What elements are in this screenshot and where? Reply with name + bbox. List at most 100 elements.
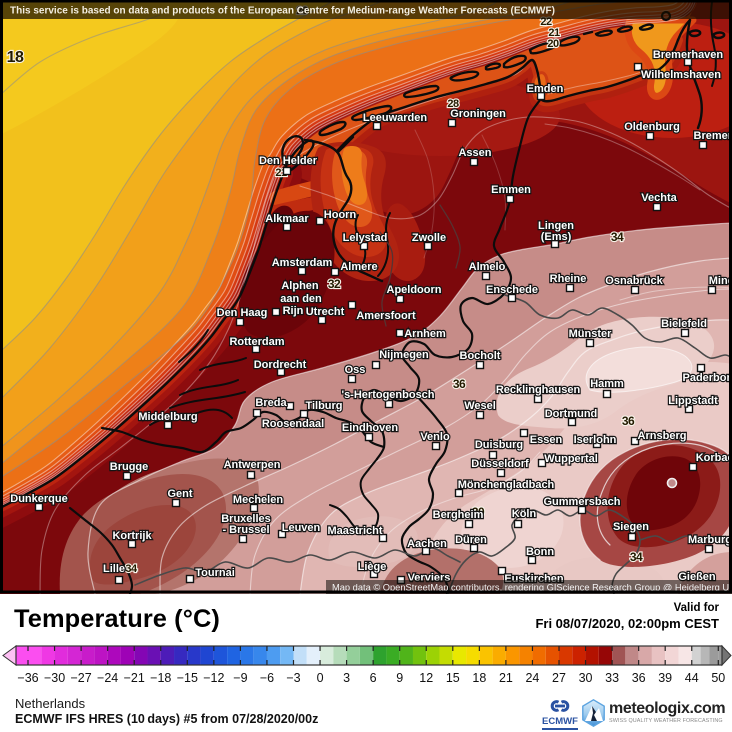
svg-text:−6: −6 xyxy=(260,671,274,685)
svg-text:Marburg: Marburg xyxy=(688,534,732,546)
svg-text:Arnhem: Arnhem xyxy=(404,328,446,340)
svg-text:Paderborn: Paderborn xyxy=(682,372,732,384)
svg-text:Eindhoven: Eindhoven xyxy=(342,422,399,434)
svg-text:−21: −21 xyxy=(124,671,145,685)
svg-text:28: 28 xyxy=(447,98,459,110)
svg-text:Dordrecht: Dordrecht xyxy=(254,359,307,371)
svg-text:Mönchengladbach: Mönchengladbach xyxy=(458,479,555,491)
svg-text:Bremerhaven: Bremerhaven xyxy=(653,49,724,61)
svg-text:Arnsberg: Arnsberg xyxy=(638,430,687,442)
svg-text:Korbach: Korbach xyxy=(696,452,732,464)
svg-text:Den Haag: Den Haag xyxy=(217,307,268,319)
svg-text:Middelburg: Middelburg xyxy=(138,411,197,423)
svg-text:Enschede: Enschede xyxy=(486,284,538,296)
svg-text:(Ems): (Ems) xyxy=(541,231,572,243)
svg-text:Apeldoorn: Apeldoorn xyxy=(387,284,442,296)
svg-text:Utrecht: Utrecht xyxy=(306,306,345,318)
svg-text:34: 34 xyxy=(630,550,643,564)
svg-text:Lelystad: Lelystad xyxy=(343,232,388,244)
svg-text:27: 27 xyxy=(552,671,566,685)
svg-text:24: 24 xyxy=(525,671,539,685)
svg-text:Liège: Liège xyxy=(358,561,387,573)
svg-text:36: 36 xyxy=(453,377,466,391)
svg-text:- Brussel: - Brussel xyxy=(222,524,269,536)
svg-text:Map data © OpenStreetMap contr: Map data © OpenStreetMap contributors, r… xyxy=(332,583,732,593)
svg-text:Amersfoort: Amersfoort xyxy=(356,310,416,322)
svg-text:9: 9 xyxy=(396,671,403,685)
svg-text:'s-Hertogenbosch: 's-Hertogenbosch xyxy=(341,389,434,401)
svg-text:Oss: Oss xyxy=(345,364,366,376)
svg-text:Bruxelles: Bruxelles xyxy=(221,513,271,525)
svg-text:Emden: Emden xyxy=(527,83,564,95)
svg-text:Rotterdam: Rotterdam xyxy=(229,336,284,348)
svg-text:Köln: Köln xyxy=(512,508,537,520)
svg-text:Breda: Breda xyxy=(255,397,287,409)
svg-text:Essen: Essen xyxy=(530,434,563,446)
svg-text:Minden: Minden xyxy=(709,275,732,287)
svg-text:6: 6 xyxy=(370,671,377,685)
svg-text:Tournai: Tournai xyxy=(195,567,235,579)
svg-text:Iserlohn: Iserlohn xyxy=(574,434,617,446)
svg-text:Osnabrück: Osnabrück xyxy=(605,275,663,287)
svg-text:0: 0 xyxy=(317,671,324,685)
svg-text:36: 36 xyxy=(622,414,635,428)
svg-text:Dortmund: Dortmund xyxy=(545,408,598,420)
svg-text:−3: −3 xyxy=(286,671,300,685)
svg-text:Roosendaal: Roosendaal xyxy=(262,418,324,430)
svg-text:Kortrijk: Kortrijk xyxy=(112,530,152,542)
svg-text:Wilhelmshaven: Wilhelmshaven xyxy=(641,69,721,81)
svg-text:Bocholt: Bocholt xyxy=(460,350,501,362)
svg-text:Zwolle: Zwolle xyxy=(412,232,446,244)
svg-text:Gummersbach: Gummersbach xyxy=(543,496,620,508)
svg-text:Venlo: Venlo xyxy=(420,431,450,443)
svg-text:aan den: aan den xyxy=(280,293,322,305)
svg-text:Lingen: Lingen xyxy=(538,220,574,232)
svg-text:Recklinghausen: Recklinghausen xyxy=(496,384,581,396)
svg-text:−24: −24 xyxy=(97,671,118,685)
svg-text:Groningen: Groningen xyxy=(450,108,506,120)
svg-text:−15: −15 xyxy=(177,671,198,685)
svg-text:44: 44 xyxy=(685,671,699,685)
svg-text:Aachen: Aachen xyxy=(407,538,447,550)
svg-text:−18: −18 xyxy=(150,671,171,685)
svg-text:−27: −27 xyxy=(70,671,91,685)
svg-text:Gent: Gent xyxy=(167,488,192,500)
svg-text:Almere: Almere xyxy=(340,261,377,273)
svg-text:Mechelen: Mechelen xyxy=(233,494,283,506)
svg-text:12: 12 xyxy=(419,671,433,685)
svg-text:30: 30 xyxy=(472,505,485,519)
svg-text:30: 30 xyxy=(579,671,593,685)
svg-text:Leeuwarden: Leeuwarden xyxy=(363,112,427,124)
svg-text:Siegen: Siegen xyxy=(613,521,649,533)
svg-text:Den Helder: Den Helder xyxy=(259,155,318,167)
svg-text:Bonn: Bonn xyxy=(526,546,554,558)
svg-text:36: 36 xyxy=(632,671,646,685)
svg-text:Münster: Münster xyxy=(569,328,613,340)
svg-text:This service is based on data: This service is based on data and produc… xyxy=(10,6,555,17)
svg-text:Assen: Assen xyxy=(458,147,491,159)
svg-text:Hamm: Hamm xyxy=(590,378,624,390)
svg-text:18: 18 xyxy=(7,49,24,66)
svg-text:32: 32 xyxy=(328,277,341,291)
svg-text:−30: −30 xyxy=(44,671,65,685)
svg-text:Bremen: Bremen xyxy=(694,130,732,142)
svg-text:3: 3 xyxy=(343,671,350,685)
svg-text:Dunkerque: Dunkerque xyxy=(10,493,67,505)
svg-text:Wesel: Wesel xyxy=(464,400,496,412)
svg-text:Bergheim: Bergheim xyxy=(433,509,484,521)
svg-text:Rijn: Rijn xyxy=(283,305,304,317)
svg-text:34: 34 xyxy=(125,563,138,575)
svg-text:Tilburg: Tilburg xyxy=(305,400,342,412)
svg-text:Hoorn: Hoorn xyxy=(324,209,357,221)
svg-text:−36: −36 xyxy=(17,671,38,685)
svg-text:21: 21 xyxy=(548,27,560,39)
svg-text:Duisburg: Duisburg xyxy=(475,439,523,451)
svg-text:Düsseldorf: Düsseldorf xyxy=(471,458,529,470)
svg-text:34: 34 xyxy=(611,230,624,244)
svg-text:Nijmegen: Nijmegen xyxy=(379,349,429,361)
svg-text:50: 50 xyxy=(711,671,725,685)
svg-text:Wuppertal: Wuppertal xyxy=(544,453,598,465)
svg-text:−12: −12 xyxy=(203,671,224,685)
svg-text:Vechta: Vechta xyxy=(641,192,677,204)
svg-text:Alphen: Alphen xyxy=(281,280,319,292)
